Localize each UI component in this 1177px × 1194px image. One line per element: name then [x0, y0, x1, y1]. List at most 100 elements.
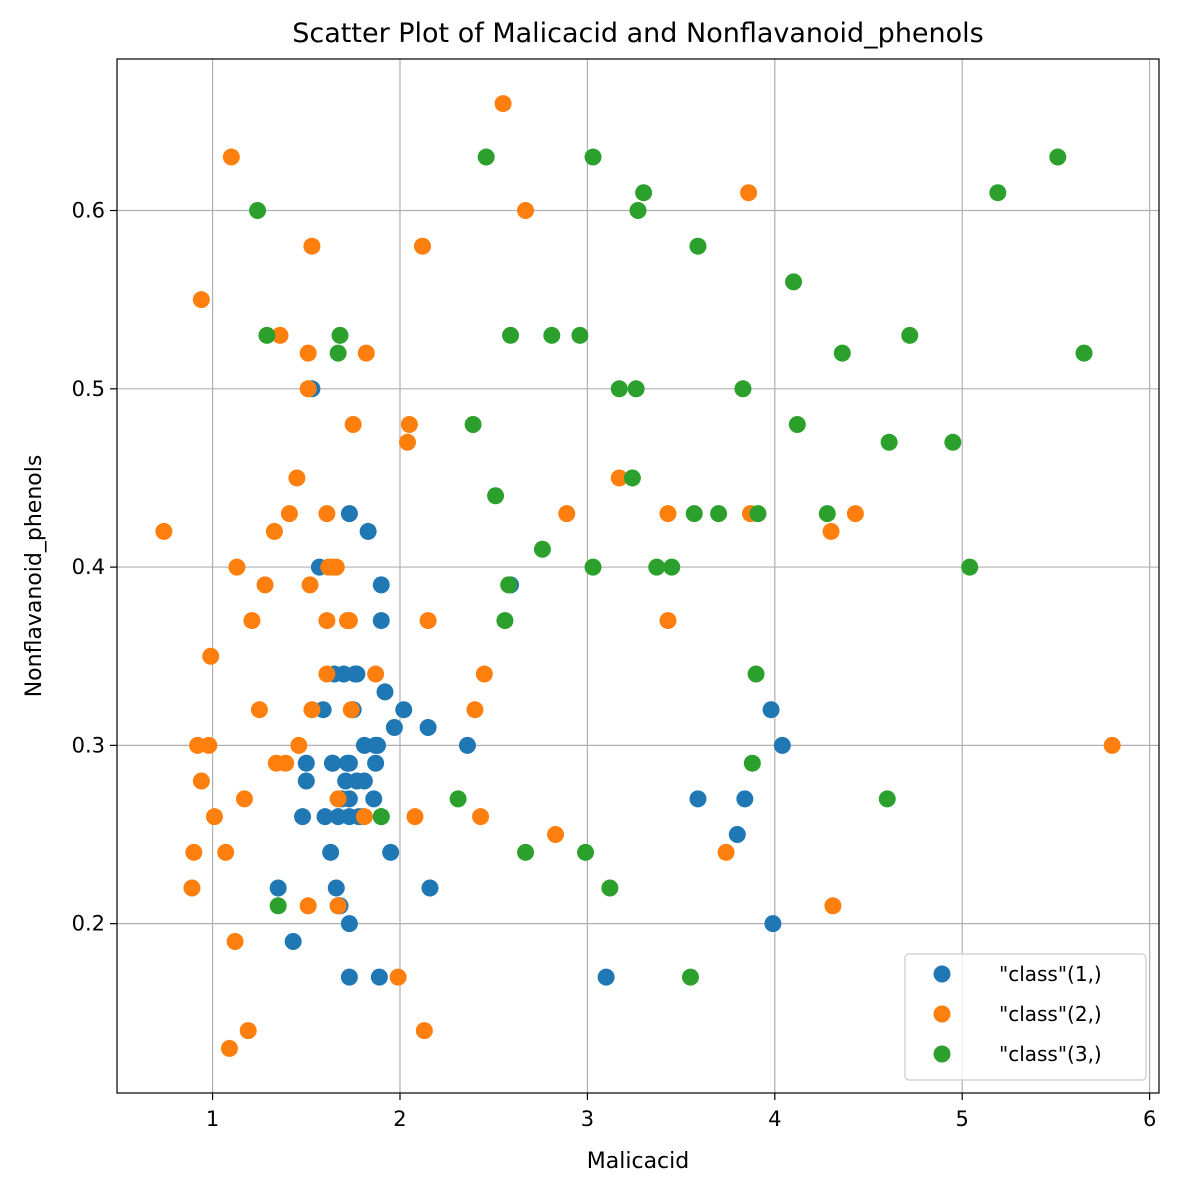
legend-label: "class"(1,): [999, 962, 1102, 986]
data-point-class-2: [220, 1039, 238, 1057]
data-point-class-2: [415, 1022, 433, 1040]
data-point-class-3: [833, 344, 851, 362]
data-point-class-1: [340, 808, 358, 826]
legend-marker: [933, 965, 951, 983]
data-point-class-1: [297, 754, 315, 772]
data-point-class-1: [395, 701, 413, 719]
x-tick-label: 1: [206, 1107, 219, 1131]
data-point-class-2: [547, 826, 565, 843]
data-point-class-2: [344, 415, 362, 433]
data-point-class-3: [785, 273, 803, 291]
data-point-class-1: [365, 790, 383, 808]
data-point-class-1: [340, 915, 358, 933]
data-point-class-1: [370, 968, 388, 986]
data-point-class-2: [235, 790, 253, 808]
data-point-class-3: [449, 790, 467, 808]
data-point-class-3: [496, 612, 514, 630]
data-point-class-1: [773, 736, 791, 754]
data-point-class-2: [357, 344, 375, 362]
data-point-class-1: [348, 772, 366, 790]
data-point-class-1: [327, 879, 345, 897]
data-point-class-3: [743, 754, 761, 772]
data-point-class-1: [421, 879, 439, 897]
data-point-class-3: [989, 184, 1007, 202]
data-point-class-1: [348, 665, 366, 683]
data-point-class-3: [258, 326, 276, 344]
data-point-class-1: [764, 915, 782, 933]
legend: "class"(1,) "class"(2,) "class"(3,): [904, 953, 1147, 1081]
data-point-class-3: [517, 843, 535, 861]
x-tick-label: 4: [768, 1107, 781, 1131]
data-point-class-2: [277, 754, 295, 772]
data-point-class-2: [659, 505, 677, 523]
data-point-class-3: [681, 968, 699, 986]
y-axis-label: Nonflavanoid_phenols: [22, 455, 47, 698]
data-point-class-1: [419, 719, 437, 737]
data-point-class-1: [269, 879, 287, 897]
data-point-class-2: [355, 808, 373, 826]
data-point-class-1: [385, 719, 403, 737]
data-point-class-2: [822, 522, 840, 540]
data-point-class-2: [466, 701, 484, 719]
data-point-class-2: [389, 968, 407, 986]
data-point-class-2: [265, 522, 283, 540]
data-point-class-2: [494, 95, 512, 113]
data-point-class-1: [297, 772, 315, 790]
data-point-class-3: [577, 843, 595, 861]
data-point-class-2: [217, 843, 235, 861]
data-point-class-3: [601, 879, 619, 897]
data-point-class-2: [717, 843, 735, 861]
data-point-class-3: [663, 558, 681, 576]
x-tick-label: 5: [956, 1107, 969, 1131]
data-point-class-1: [369, 736, 386, 754]
data-point-class-2: [200, 736, 218, 754]
data-point-class-2: [400, 415, 418, 433]
data-point-class-3: [623, 469, 641, 487]
data-point-class-1: [284, 932, 302, 950]
data-point-class-3: [487, 487, 505, 505]
data-point-class-2: [329, 897, 347, 915]
x-tick-label: 3: [581, 1107, 594, 1131]
data-point-class-3: [788, 415, 806, 433]
data-point-class-2: [271, 326, 289, 344]
data-point-class-3: [477, 148, 495, 166]
data-point-class-3: [710, 505, 728, 523]
x-tick-label: 2: [393, 1107, 406, 1131]
data-point-class-3: [961, 558, 979, 576]
data-point-class-1: [340, 505, 358, 523]
data-point-class-1: [376, 683, 394, 701]
data-point-class-3: [901, 326, 919, 344]
data-point-class-2: [413, 237, 431, 255]
data-point-class-2: [299, 344, 317, 362]
data-point-class-2: [610, 469, 628, 487]
data-point-class-2: [280, 505, 298, 523]
data-point-class-1: [372, 576, 390, 594]
data-point-class-1: [382, 843, 400, 861]
data-point-class-2: [192, 291, 210, 309]
data-point-class-3: [331, 326, 349, 344]
data-point-class-2: [1103, 736, 1121, 754]
legend-marker: [933, 1005, 951, 1023]
data-point-class-3: [880, 433, 898, 451]
data-point-class-2: [205, 808, 223, 826]
data-point-class-2: [318, 612, 336, 630]
y-tick-label: 0.5: [72, 377, 105, 401]
plot-frame: [116, 58, 1160, 1094]
data-point-class-2: [740, 184, 758, 202]
chart-title: Scatter Plot of Malicacid and Nonflavano…: [292, 18, 984, 49]
points-layer: [155, 95, 1121, 1057]
data-point-class-3: [1075, 344, 1093, 362]
data-point-class-1: [458, 736, 476, 754]
ticks-layer: 1 2 3 4 5 6 0.2 0.3 0.4 0.5 0.6: [72, 199, 1157, 1131]
data-point-class-1: [689, 790, 707, 808]
data-point-class-3: [878, 790, 896, 808]
y-tick-label: 0.4: [72, 555, 105, 579]
y-tick-label: 0.2: [72, 912, 105, 936]
data-point-class-3: [249, 202, 267, 220]
data-point-class-3: [747, 665, 765, 683]
data-point-class-3: [329, 344, 347, 362]
grid-layer: [117, 59, 1159, 1093]
y-tick-label: 0.3: [72, 733, 105, 757]
